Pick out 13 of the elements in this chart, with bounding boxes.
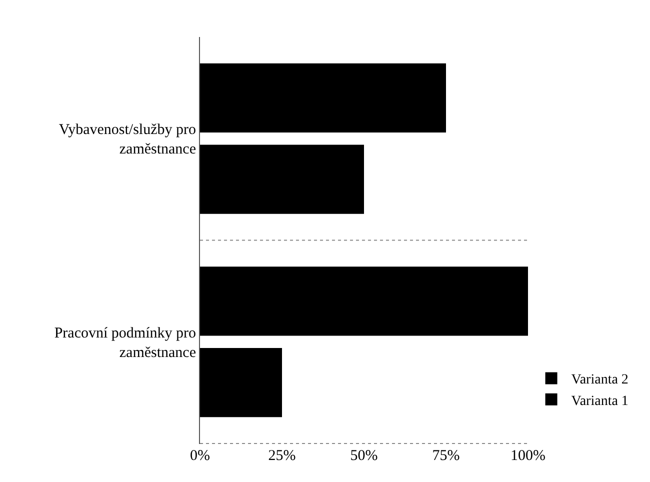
legend-label: Varianta 1 bbox=[571, 394, 628, 409]
x-tick-label: 75% bbox=[432, 448, 460, 464]
x-tick-label: 100% bbox=[510, 448, 546, 464]
bar bbox=[200, 63, 446, 133]
bar bbox=[200, 144, 364, 214]
x-tick-label: 25% bbox=[268, 448, 296, 464]
bar bbox=[200, 348, 282, 418]
x-tick-label: 0% bbox=[190, 448, 210, 464]
x-tick-label: 50% bbox=[350, 448, 378, 464]
legend-label: Varianta 2 bbox=[571, 372, 628, 388]
y-tick-label: Pracovní podmínky pro zaměstnance bbox=[54, 325, 196, 361]
y-tick-label: Vybavenost/služby pro zaměstnance bbox=[58, 122, 196, 158]
bar bbox=[200, 266, 528, 336]
